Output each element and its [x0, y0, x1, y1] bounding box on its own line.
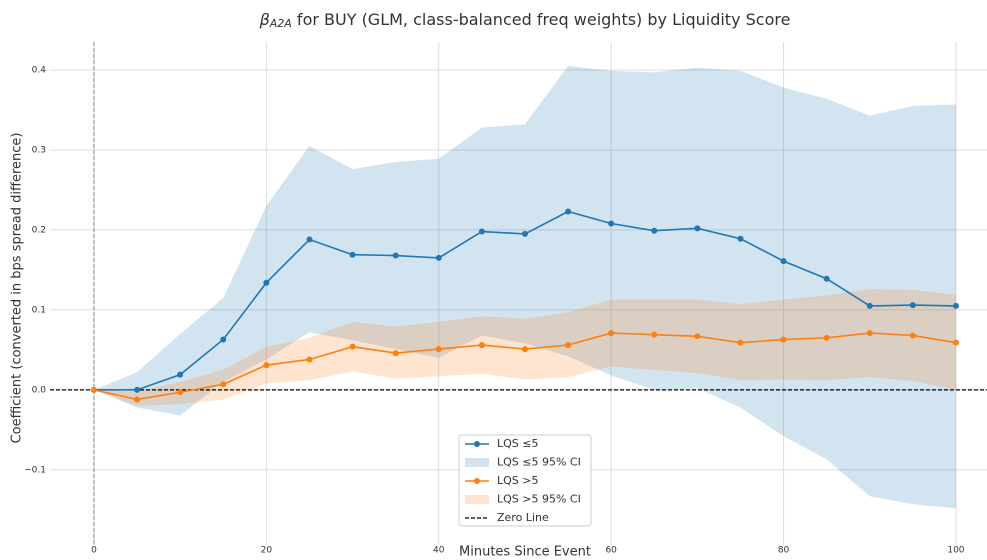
legend-label: LQS >5 [497, 474, 538, 487]
x-tick-label: 100 [947, 546, 964, 556]
point [306, 356, 313, 363]
legend-label: LQS ≤5 95% CI [497, 456, 581, 469]
title-symbol: β [259, 10, 270, 29]
point [435, 346, 442, 353]
point [823, 334, 830, 341]
point [90, 386, 97, 393]
point [866, 302, 873, 309]
point [349, 251, 356, 258]
y-tick-label: 0.4 [32, 65, 47, 75]
legend: LQS ≤5 LQS ≤5 95% CI LQS >5 LQS >5 95% CI Ze… [458, 434, 592, 527]
point [565, 342, 572, 349]
x-axis-label: Minutes Since Event [459, 545, 591, 560]
point [263, 362, 270, 369]
legend-swatch [465, 458, 489, 467]
point [565, 208, 572, 215]
point [823, 275, 830, 282]
y-axis-label: Coefficient (converted in bps spread dif… [10, 133, 25, 444]
legend-box [458, 434, 592, 527]
title-text: for BUY (GLM, class-balanced freq weight… [292, 10, 791, 29]
point [392, 350, 399, 357]
point [651, 227, 658, 234]
legend-swatch [465, 495, 489, 504]
y-tick-label: 0.2 [32, 225, 46, 235]
point [478, 342, 485, 349]
y-tick-label: 0.3 [32, 145, 46, 155]
point [866, 330, 873, 337]
legend-swatch [474, 478, 480, 484]
legend-swatch [474, 441, 480, 447]
y-tick-label: 0.1 [32, 305, 46, 315]
point [134, 386, 141, 393]
point [952, 339, 959, 346]
ci-band [93, 65, 956, 509]
point [608, 330, 615, 337]
point [694, 333, 701, 340]
x-tick-label: 20 [261, 546, 273, 556]
point [177, 371, 184, 378]
x-tick-label: 40 [433, 546, 445, 556]
point [737, 235, 744, 242]
legend-label: LQS ≤5 [497, 437, 538, 450]
point [651, 331, 658, 338]
point [220, 336, 227, 343]
point [478, 228, 485, 235]
point [952, 302, 959, 309]
point [349, 343, 356, 350]
x-tick-label: 60 [605, 546, 617, 556]
point [392, 252, 399, 259]
point [737, 339, 744, 346]
y-tick-label: 0.0 [32, 385, 47, 395]
point [694, 225, 701, 232]
x-tick-label: 80 [778, 546, 790, 556]
point [263, 279, 270, 286]
point [608, 220, 615, 227]
point [521, 230, 528, 237]
point [220, 381, 227, 388]
y-tick-label: −0.1 [24, 465, 46, 475]
point [909, 302, 916, 309]
point [177, 389, 184, 396]
point [521, 346, 528, 353]
point [780, 336, 787, 343]
legend-label: Zero Line [497, 511, 549, 524]
point [134, 396, 141, 403]
grid [50, 42, 987, 545]
point [909, 332, 916, 339]
chart-title: βA2A for BUY (GLM, class-balanced freq w… [259, 10, 791, 31]
x-tick-label: 0 [91, 546, 97, 556]
point [435, 254, 442, 261]
point [306, 236, 313, 243]
legend-label: LQS >5 95% CI [497, 493, 581, 506]
title-subscript: A2A [269, 17, 292, 30]
point [780, 258, 787, 265]
